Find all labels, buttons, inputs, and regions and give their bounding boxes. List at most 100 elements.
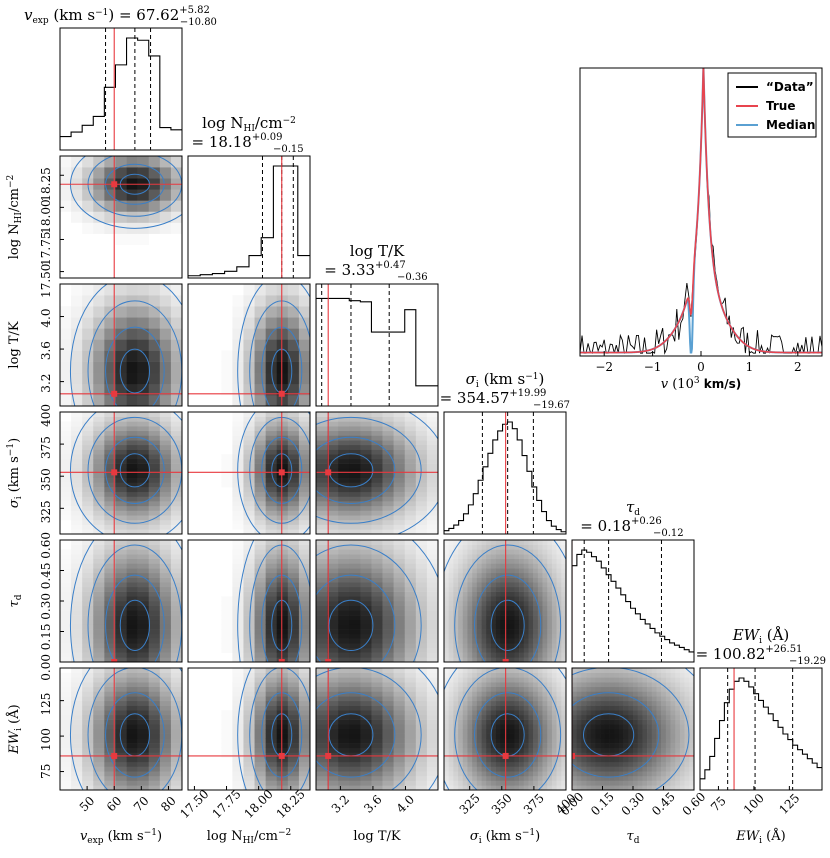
density-cell [500, 761, 506, 767]
density-cell [254, 591, 266, 597]
density-cell [642, 696, 648, 702]
density-cell [415, 501, 428, 507]
density-cell [661, 705, 667, 711]
density-cell [159, 747, 172, 753]
density-cell [444, 714, 449, 720]
density-cell [148, 729, 161, 734]
density-cell [71, 596, 83, 602]
density-cell [637, 705, 643, 711]
density-cell [656, 771, 662, 777]
density-cell [514, 729, 520, 734]
density-cell [618, 785, 624, 790]
density-cell [628, 668, 634, 673]
density-cell [126, 554, 138, 560]
density-cell [371, 563, 383, 569]
density-cell [360, 686, 372, 692]
density-cell [426, 714, 438, 720]
density-cell [298, 582, 310, 588]
density-cell [371, 505, 383, 511]
density-cell [462, 672, 468, 678]
density-cell [600, 691, 606, 697]
density-cell [60, 700, 72, 706]
density-cell [82, 705, 94, 711]
density-cell [148, 350, 161, 362]
density-cell [476, 582, 482, 588]
density-cell [221, 629, 233, 635]
density-cell [360, 554, 372, 560]
density-cell [481, 682, 487, 688]
density-cell [547, 549, 553, 555]
density-cell [287, 383, 300, 396]
density-cell [243, 440, 255, 446]
density-cell [542, 643, 548, 649]
density-cell [254, 554, 266, 560]
density-cell [371, 682, 383, 688]
density-cell [444, 619, 449, 625]
density-cell [458, 544, 464, 550]
density-cell [382, 487, 394, 493]
density-cell [382, 672, 394, 678]
density-cell [393, 771, 406, 777]
density-cell [472, 633, 478, 639]
density-cell [276, 458, 289, 464]
density-cell [490, 780, 496, 786]
density-cell [349, 449, 361, 455]
title-label-ew: EWi (Å) [732, 626, 790, 646]
density-cell [600, 724, 606, 730]
density-cell [360, 657, 372, 662]
density-cell [287, 549, 300, 555]
density-cell [82, 222, 94, 234]
density-cell [656, 700, 662, 706]
density-cell [551, 719, 557, 725]
density-cell [505, 629, 510, 635]
density-cell [349, 430, 361, 436]
density-cell [254, 647, 266, 653]
density-cell [338, 416, 350, 422]
density-cell [600, 677, 606, 683]
density-cell [533, 629, 539, 635]
density-cell [462, 785, 468, 790]
density-cell [448, 652, 454, 658]
density-cell [349, 691, 361, 697]
density-cell [126, 780, 138, 786]
density-cell [467, 577, 473, 583]
density-cell [298, 586, 310, 592]
density-cell [287, 568, 300, 574]
density-cell [633, 771, 638, 777]
density-cell [349, 529, 361, 534]
density-cell [670, 714, 676, 720]
density-cell [287, 691, 300, 697]
density-cell [533, 743, 539, 749]
yaxis-label-ew: EWi (Å) [6, 704, 24, 754]
density-cell [404, 463, 417, 469]
density-cell [265, 519, 278, 525]
density-cell [393, 549, 406, 555]
density-cell [595, 729, 601, 734]
density-cell [628, 747, 634, 753]
density-cell [60, 496, 72, 502]
title-minus-logt: −0.36 [397, 272, 428, 283]
density-cell [349, 624, 361, 630]
panel-vexp-vs-taud [60, 540, 182, 662]
density-cell [126, 696, 138, 702]
density-cell [316, 775, 328, 781]
density-cell [462, 558, 468, 564]
density-cell [60, 633, 72, 639]
density-cell [382, 668, 394, 673]
density-cell [533, 785, 539, 790]
density-cell [675, 705, 681, 711]
density-cell [137, 544, 150, 550]
density-cell [316, 491, 328, 497]
density-cell [126, 454, 138, 460]
density-cell [426, 657, 438, 662]
density-cell [505, 780, 510, 786]
density-cell [349, 416, 361, 422]
density-cell [633, 714, 638, 720]
density-cell [505, 757, 510, 763]
density-cell [316, 440, 328, 446]
density-cell [93, 568, 105, 574]
density-cell [82, 743, 94, 749]
density-cell [298, 463, 310, 469]
density-cell [159, 328, 172, 340]
density-cell [444, 647, 449, 653]
